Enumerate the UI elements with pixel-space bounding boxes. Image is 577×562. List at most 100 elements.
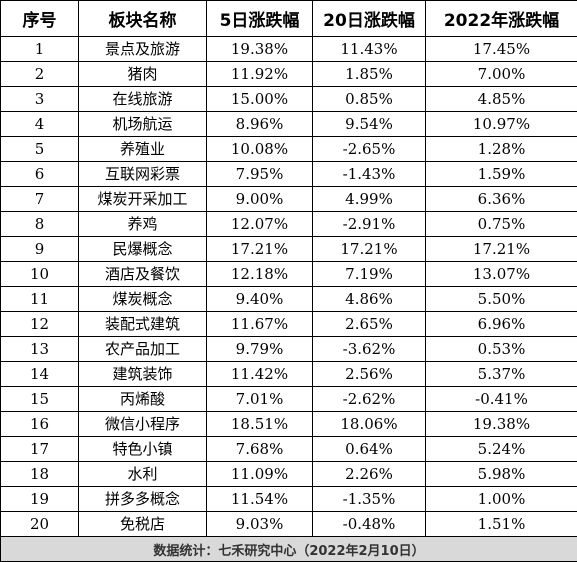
sector-name: 煤炭开采加工 [78, 186, 207, 212]
change-20day: 2.65% [312, 311, 426, 337]
change-5day: 17.21% [206, 236, 313, 262]
sector-name: 装配式建筑 [78, 311, 207, 337]
table-row: 16 微信小程序 18.51% 18.06% 19.38% [0, 411, 577, 437]
change-20day: 0.85% [312, 86, 426, 112]
table-row: 17 特色小镇 7.68% 0.64% 5.24% [0, 436, 577, 462]
table-row: 5 养殖业 10.08% -2.65% 1.28% [0, 136, 577, 162]
change-20day: 18.06% [312, 411, 426, 437]
sector-name: 建筑装饰 [78, 361, 207, 387]
row-index: 10 [0, 261, 79, 287]
table-row: 14 建筑装饰 11.42% 2.56% 5.37% [0, 361, 577, 387]
sector-name: 猪肉 [78, 61, 207, 87]
change-2022: 0.53% [425, 336, 577, 362]
row-index: 2 [0, 61, 79, 87]
table-row: 3 在线旅游 15.00% 0.85% 4.85% [0, 86, 577, 112]
change-20day: 11.43% [312, 36, 426, 62]
sector-name: 水利 [78, 461, 207, 487]
sector-name: 微信小程序 [78, 411, 207, 437]
row-index: 18 [0, 461, 79, 487]
row-index: 4 [0, 111, 79, 137]
change-2022: 5.50% [425, 286, 577, 312]
change-2022: -0.41% [425, 386, 577, 412]
change-20day: -3.62% [312, 336, 426, 362]
change-20day: -2.65% [312, 136, 426, 162]
change-2022: 1.00% [425, 486, 577, 512]
table-row: 6 互联网彩票 7.95% -1.43% 1.59% [0, 161, 577, 187]
change-5day: 9.40% [206, 286, 313, 312]
row-index: 1 [0, 36, 79, 62]
table-row: 7 煤炭开采加工 9.00% 4.99% 6.36% [0, 186, 577, 212]
change-5day: 15.00% [206, 86, 313, 112]
table-footer: 数据统计：七禾研究中心（2022年2月10日） [0, 536, 577, 562]
table-row: 15 丙烯酸 7.01% -2.62% -0.41% [0, 386, 577, 412]
row-index: 20 [0, 511, 79, 537]
header-20day-change: 20日涨跌幅 [312, 0, 426, 37]
change-2022: 17.45% [425, 36, 577, 62]
change-20day: 2.26% [312, 461, 426, 487]
change-20day: 1.85% [312, 61, 426, 87]
sector-name: 特色小镇 [78, 436, 207, 462]
change-2022: 6.96% [425, 311, 577, 337]
change-5day: 7.95% [206, 161, 313, 187]
row-index: 7 [0, 186, 79, 212]
change-2022: 13.07% [425, 261, 577, 287]
change-20day: 4.99% [312, 186, 426, 212]
sector-name: 在线旅游 [78, 86, 207, 112]
table-row: 10 酒店及餐饮 12.18% 7.19% 13.07% [0, 261, 577, 287]
change-5day: 8.96% [206, 111, 313, 137]
change-5day: 19.38% [206, 36, 313, 62]
change-2022: 4.85% [425, 86, 577, 112]
row-index: 11 [0, 286, 79, 312]
row-index: 19 [0, 486, 79, 512]
change-20day: 4.86% [312, 286, 426, 312]
change-2022: 19.38% [425, 411, 577, 437]
row-index: 15 [0, 386, 79, 412]
change-5day: 7.68% [206, 436, 313, 462]
sector-name: 景点及旅游 [78, 36, 207, 62]
sector-name: 酒店及餐饮 [78, 261, 207, 287]
table-row: 19 拼多多概念 11.54% -1.35% 1.00% [0, 486, 577, 512]
change-2022: 10.97% [425, 111, 577, 137]
table-row: 1 景点及旅游 19.38% 11.43% 17.45% [0, 36, 577, 62]
change-2022: 7.00% [425, 61, 577, 87]
change-20day: 17.21% [312, 236, 426, 262]
table-row: 2 猪肉 11.92% 1.85% 7.00% [0, 61, 577, 87]
change-5day: 12.07% [206, 211, 313, 237]
change-5day: 12.18% [206, 261, 313, 287]
row-index: 9 [0, 236, 79, 262]
row-index: 6 [0, 161, 79, 187]
change-20day: -2.62% [312, 386, 426, 412]
table-row: 4 机场航运 8.96% 9.54% 10.97% [0, 111, 577, 137]
table-row: 13 农产品加工 9.79% -3.62% 0.53% [0, 336, 577, 362]
row-index: 5 [0, 136, 79, 162]
change-2022: 1.51% [425, 511, 577, 537]
change-5day: 7.01% [206, 386, 313, 412]
change-2022: 17.21% [425, 236, 577, 262]
table-row: 11 煤炭概念 9.40% 4.86% 5.50% [0, 286, 577, 312]
change-2022: 1.28% [425, 136, 577, 162]
change-5day: 11.67% [206, 311, 313, 337]
sector-name: 养殖业 [78, 136, 207, 162]
change-20day: -2.91% [312, 211, 426, 237]
change-5day: 18.51% [206, 411, 313, 437]
table-row: 20 免税店 9.03% -0.48% 1.51% [0, 511, 577, 537]
table-body: 1 景点及旅游 19.38% 11.43% 17.45% 2 猪肉 11.92% 1.85% 7.… [0, 36, 577, 537]
change-2022: 5.98% [425, 461, 577, 487]
row-index: 16 [0, 411, 79, 437]
change-2022: 0.75% [425, 211, 577, 237]
change-20day: 9.54% [312, 111, 426, 137]
sector-name: 互联网彩票 [78, 161, 207, 187]
change-20day: -0.48% [312, 511, 426, 537]
table-row: 18 水利 11.09% 2.26% 5.98% [0, 461, 577, 487]
change-2022: 5.37% [425, 361, 577, 387]
change-20day: -1.35% [312, 486, 426, 512]
data-source-note: 数据统计：七禾研究中心（2022年2月10日） [0, 536, 577, 562]
footer-row: 数据统计：七禾研究中心（2022年2月10日） [0, 536, 577, 562]
change-20day: 2.56% [312, 361, 426, 387]
row-index: 13 [0, 336, 79, 362]
row-index: 17 [0, 436, 79, 462]
table-header: 序号 板块名称 5日涨跌幅 20日涨跌幅 2022年涨跌幅 [0, 0, 577, 37]
table-row: 8 养鸡 12.07% -2.91% 0.75% [0, 211, 577, 237]
header-2022-change: 2022年涨跌幅 [425, 0, 577, 37]
